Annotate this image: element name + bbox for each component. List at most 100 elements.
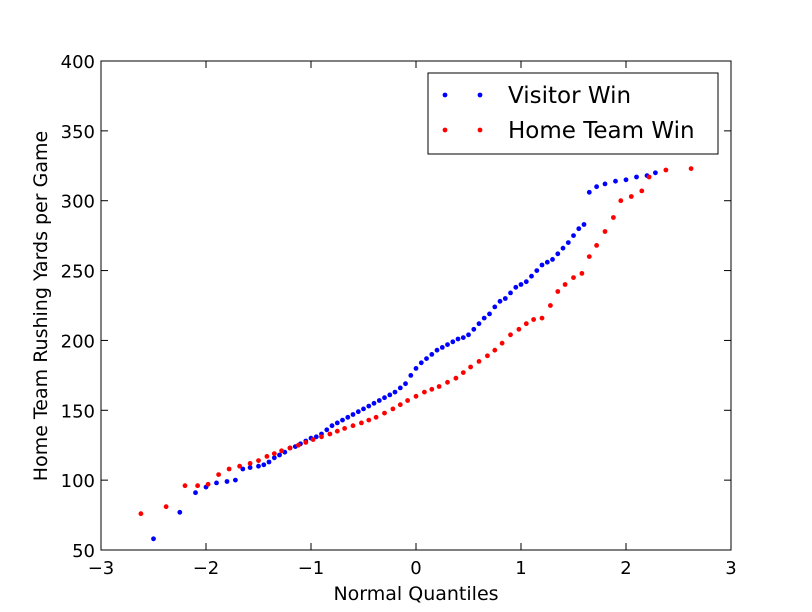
data-point-visitor-win <box>623 177 629 183</box>
data-point-visitor-win <box>487 311 492 317</box>
data-point-visitor-win <box>434 347 440 353</box>
data-point-home-team-win <box>163 504 169 510</box>
legend-label-home-team-win: Home Team Win <box>508 118 695 144</box>
data-point-visitor-win <box>513 284 519 290</box>
data-point-home-team-win <box>453 375 459 381</box>
data-point-home-team-win <box>618 198 624 204</box>
data-point-visitor-win <box>460 335 466 340</box>
data-point-visitor-win <box>653 170 658 176</box>
data-point-home-team-win <box>429 386 435 392</box>
data-point-visitor-win <box>497 298 503 304</box>
data-point-home-team-win <box>602 229 608 234</box>
data-point-home-team-win <box>359 420 364 426</box>
y-axis-title: Home Team Rushing Yards per Game <box>30 131 52 481</box>
data-point-visitor-win <box>177 509 183 515</box>
data-point-home-team-win <box>382 410 387 416</box>
data-point-home-team-win <box>247 461 253 466</box>
x-axis: −3 −2 −1 0 1 2 3 <box>88 61 737 579</box>
data-point-visitor-win <box>424 356 429 361</box>
data-point-visitor-win <box>429 352 435 357</box>
data-point-home-team-win <box>327 431 333 437</box>
data-point-home-team-win <box>646 174 652 180</box>
data-point-visitor-win <box>439 345 445 350</box>
y-tick-label: 400 <box>61 52 95 73</box>
series-home-team-win <box>138 166 694 517</box>
data-point-home-team-win <box>319 434 324 440</box>
data-point-visitor-win <box>224 479 230 484</box>
x-tick-label: −1 <box>298 558 325 579</box>
data-point-visitor-win <box>266 459 272 465</box>
data-point-visitor-win <box>392 389 398 395</box>
y-tick-label: 250 <box>61 262 95 283</box>
data-point-home-team-win <box>436 384 442 389</box>
data-point-home-team-win <box>571 275 576 280</box>
data-point-home-team-win <box>611 215 616 220</box>
data-point-home-team-win <box>508 332 513 338</box>
data-point-home-team-win <box>639 188 645 194</box>
data-point-visitor-win <box>350 412 356 417</box>
data-point-visitor-win <box>445 342 450 347</box>
data-point-visitor-win <box>471 326 477 332</box>
data-point-visitor-win <box>387 392 393 398</box>
legend: Visitor Win Home Team Win <box>427 72 719 155</box>
data-point-visitor-win <box>413 366 419 371</box>
data-point-home-team-win <box>548 303 553 308</box>
y-tick-label: 50 <box>72 541 95 562</box>
data-point-visitor-win <box>550 257 555 262</box>
data-point-visitor-win <box>240 466 246 472</box>
x-axis-title: Normal Quantiles <box>333 583 498 605</box>
data-point-visitor-win <box>371 400 377 406</box>
data-point-visitor-win <box>576 226 582 232</box>
data-point-visitor-win <box>634 174 639 180</box>
data-point-visitor-win <box>534 268 540 273</box>
y-tick-label: 300 <box>61 192 95 213</box>
data-point-visitor-win <box>450 339 456 345</box>
legend-marker-visitor-win-1 <box>442 92 448 98</box>
data-point-visitor-win <box>560 245 566 251</box>
data-point-visitor-win <box>355 409 361 415</box>
data-point-home-team-win <box>445 379 450 385</box>
data-point-home-team-win <box>226 466 232 472</box>
x-tick-label: 1 <box>515 558 526 579</box>
data-point-visitor-win <box>261 462 267 468</box>
x-tick-label: 2 <box>620 558 631 579</box>
x-tick-label: −3 <box>88 558 115 579</box>
data-point-visitor-win <box>455 336 461 342</box>
data-point-visitor-win <box>397 385 403 391</box>
data-point-home-team-win <box>523 321 529 327</box>
data-point-home-team-win <box>555 289 561 294</box>
data-point-home-team-win <box>342 426 347 431</box>
legend-label-visitor-win: Visitor Win <box>508 83 631 109</box>
data-point-home-team-win <box>460 370 466 375</box>
data-point-home-team-win <box>334 428 340 434</box>
series-visitor-win <box>151 170 658 542</box>
data-point-home-team-win <box>256 458 261 463</box>
data-point-home-team-win <box>182 483 188 489</box>
data-point-visitor-win <box>382 395 387 401</box>
data-point-home-team-win <box>366 417 372 423</box>
data-point-home-team-win <box>562 282 568 287</box>
data-point-visitor-win <box>555 251 561 257</box>
data-point-home-team-win <box>539 315 545 321</box>
data-point-home-team-win <box>205 481 211 487</box>
data-point-visitor-win <box>571 233 576 239</box>
data-point-visitor-win <box>594 184 599 190</box>
data-point-home-team-win <box>373 414 379 420</box>
data-point-home-team-win <box>586 254 592 259</box>
data-point-visitor-win <box>539 262 545 268</box>
data-point-home-team-win <box>405 398 410 403</box>
data-point-visitor-win <box>408 373 414 378</box>
data-point-visitor-win <box>151 536 156 542</box>
data-point-visitor-win <box>329 423 335 429</box>
data-point-visitor-win <box>565 240 571 246</box>
data-point-visitor-win <box>602 181 608 187</box>
data-point-home-team-win <box>271 451 277 456</box>
data-point-home-team-win <box>397 402 403 408</box>
data-point-visitor-win <box>518 282 524 287</box>
legend-box <box>427 72 719 155</box>
y-tick-label: 150 <box>61 401 95 422</box>
y-tick-label: 100 <box>61 471 95 492</box>
data-point-home-team-win <box>390 406 396 412</box>
data-point-visitor-win <box>324 427 330 433</box>
data-point-visitor-win <box>233 477 238 483</box>
